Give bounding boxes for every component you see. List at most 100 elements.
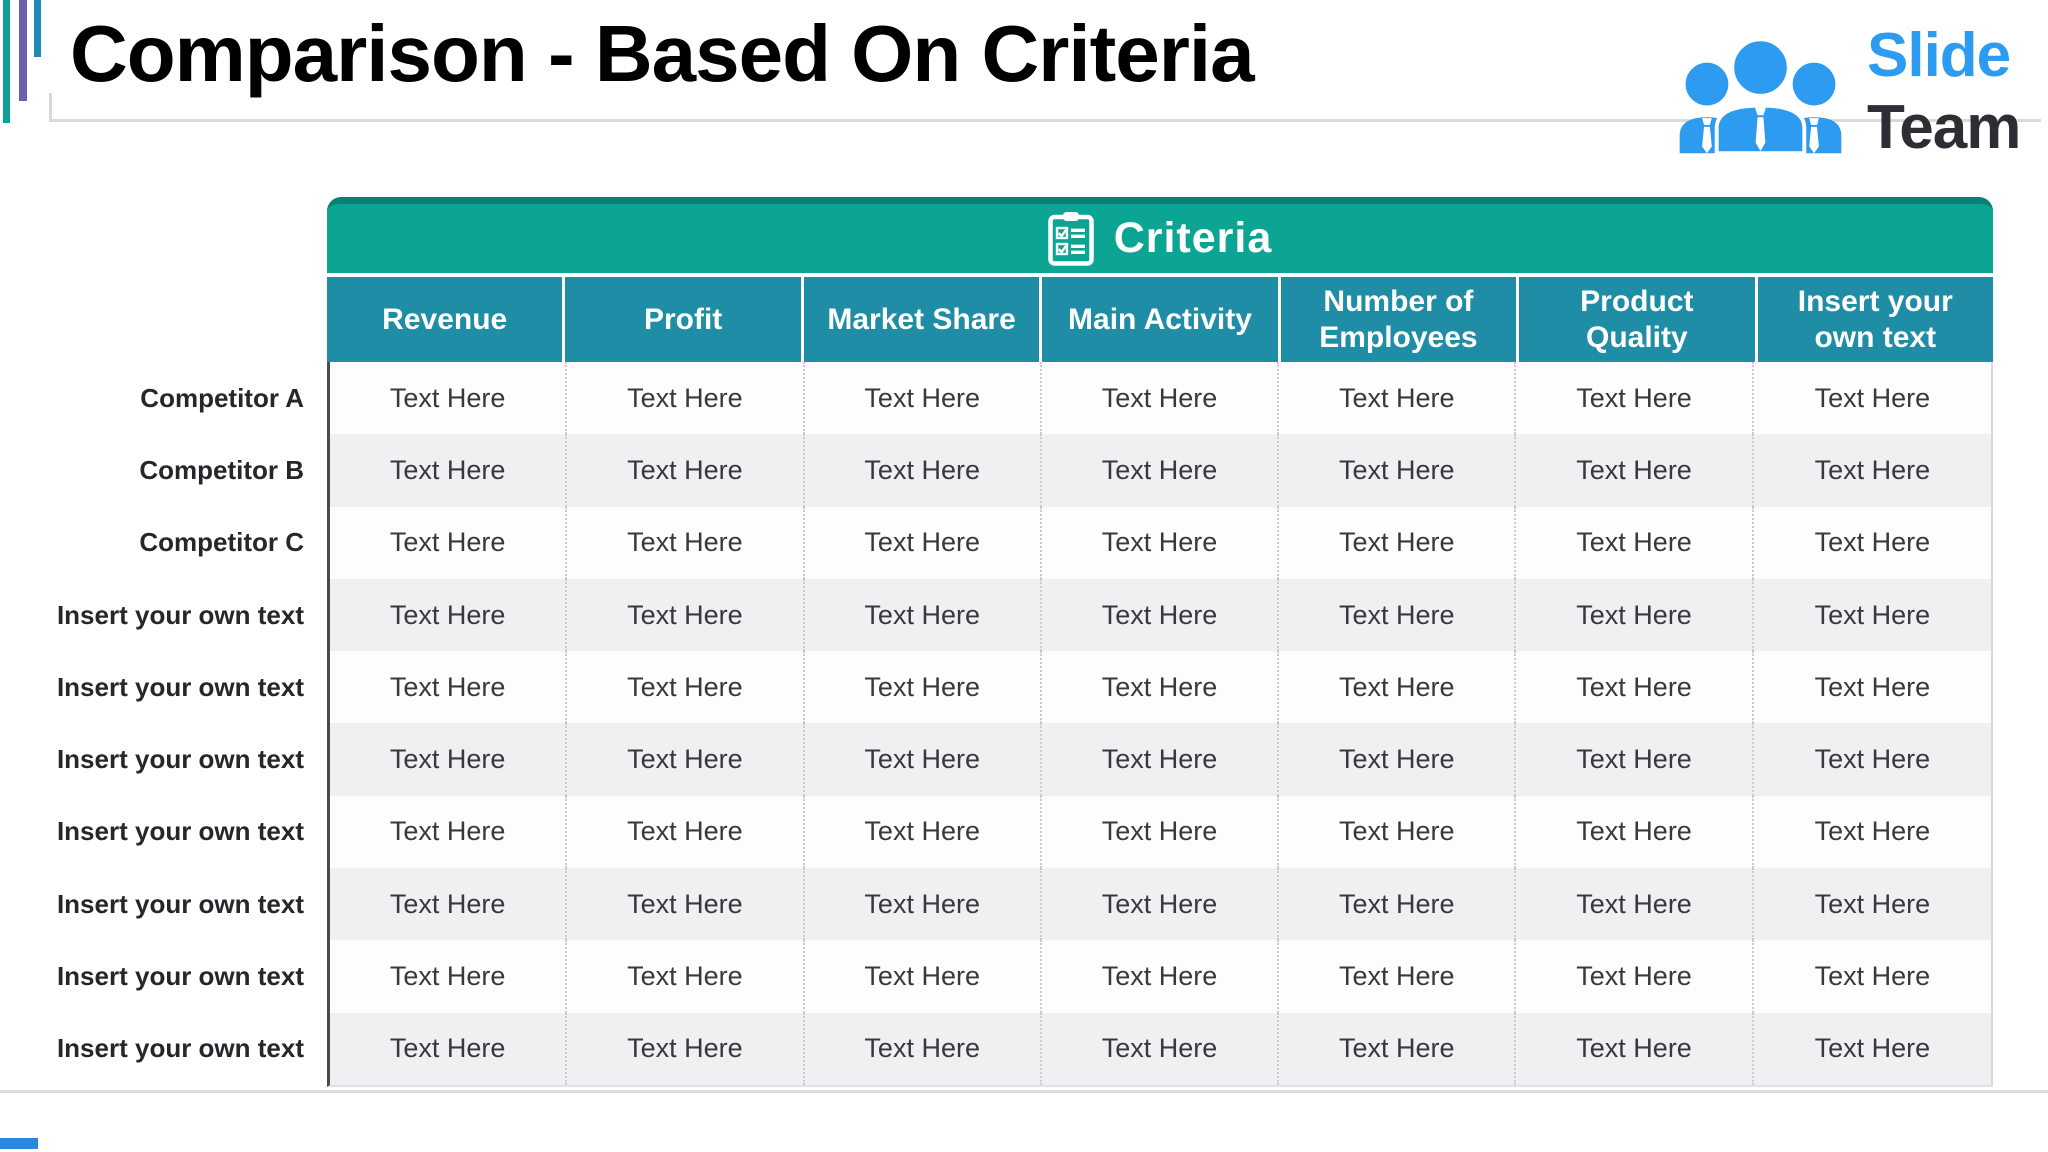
- table-cell: Text Here: [805, 434, 1042, 507]
- table-cell: Text Here: [1279, 940, 1517, 1013]
- table-cell: Text Here: [1516, 795, 1754, 869]
- table-cell: Text Here: [567, 723, 805, 796]
- table-row: Text Here Text Here Text Here Text Here Text…: [330, 362, 1991, 435]
- table-cell: Text Here: [1279, 434, 1517, 507]
- row-label: Insert your own text: [56, 599, 304, 630]
- clipboard-checklist-icon: [1047, 211, 1094, 266]
- table-row: Text Here Text Here Text Here Text Here Text…: [330, 723, 1991, 796]
- table-cell: Text Here: [567, 651, 805, 724]
- table-cell: Text Here: [330, 434, 568, 507]
- table-cell: Text Here: [1279, 578, 1517, 652]
- table-cell: Text Here: [1279, 506, 1517, 579]
- table-cell: Text Here: [1814, 671, 1931, 702]
- table-row: Text Here Text Here Text Here Text Here Text…: [330, 940, 1991, 1013]
- table-cell: Text Here: [805, 651, 1042, 724]
- table-row: Text Here Text Here Text Here Text Here Text…: [330, 506, 1991, 579]
- table-cell: Text Here: [1042, 940, 1280, 1013]
- table-cell: Text Here: [805, 506, 1042, 579]
- table-cell: Text Here: [1042, 651, 1280, 724]
- table-cell: Text Here: [1516, 506, 1754, 579]
- table-cell: Text Here: [330, 578, 568, 652]
- table-cell: Text Here: [805, 868, 1042, 941]
- accent-bar-purple: [19, 0, 27, 101]
- page-title: Comparison - Based On Criteria: [70, 9, 1255, 98]
- table-cell: Text Here: [1042, 506, 1280, 579]
- column-header: Main Activity: [1042, 277, 1278, 362]
- table-body: Text Here Text Here Text Here Text Here Text…: [327, 362, 1993, 1087]
- row-label: Competitor A: [140, 382, 304, 413]
- row-label-column: Competitor A Competitor B Competitor C Inse…: [0, 362, 304, 1085]
- row-label: Insert your own text: [56, 888, 304, 919]
- logo-text: Slide Team: [1867, 20, 2021, 164]
- bottom-left-accent-bar: [0, 1138, 38, 1149]
- logo-text-team: Team: [1867, 93, 2021, 162]
- table-cell: Text Here: [1279, 795, 1517, 869]
- table-header-row: Revenue Profit Market Share Main Activity Nu…: [327, 277, 1993, 362]
- banner-label: Criteria: [1113, 214, 1273, 262]
- criteria-banner: Criteria: [327, 197, 1993, 273]
- table-cell: Text Here: [330, 940, 568, 1013]
- table-cell: Text Here: [567, 1012, 805, 1085]
- column-header: Market Share: [803, 277, 1040, 362]
- table-cell: Text Here: [1814, 599, 1931, 630]
- table-cell: Text Here: [1516, 362, 1754, 435]
- table-cell: Text Here: [330, 1012, 568, 1085]
- table-cell: Text Here: [1279, 362, 1517, 435]
- table-cell: Text Here: [567, 795, 805, 869]
- table-row: Text Here Text Here Text Here Text Here Text…: [330, 1012, 1991, 1085]
- table-cell: Text Here: [1042, 434, 1280, 507]
- table-cell: Text Here: [330, 651, 568, 724]
- table-cell: Text Here: [1814, 454, 1931, 485]
- table-cell: Text Here: [805, 940, 1042, 1013]
- table-cell: Text Here: [1516, 651, 1754, 724]
- table-cell: Text Here: [567, 868, 805, 941]
- logo-text-slide: Slide: [1867, 21, 2011, 90]
- table-cell: Text Here: [1814, 816, 1931, 847]
- table-cell: Text Here: [1814, 1033, 1931, 1064]
- row-label: Insert your own text: [56, 961, 304, 992]
- table-cell: Text Here: [1279, 651, 1517, 724]
- slideteam-logo: Slide Team: [1668, 20, 2021, 164]
- table-cell: Text Here: [567, 434, 805, 507]
- table-cell: Text Here: [1042, 723, 1280, 796]
- table-row: Text Here Text Here Text Here Text Here Text…: [330, 434, 1991, 507]
- row-label: Insert your own text: [56, 744, 304, 775]
- table-cell: Text Here: [1516, 578, 1754, 652]
- table-cell: Text Here: [1516, 868, 1754, 941]
- table-cell: Text Here: [1814, 961, 1931, 992]
- table-cell: Text Here: [1279, 868, 1517, 941]
- table-row: Text Here Text Here Text Here Text Here Text…: [330, 578, 1991, 652]
- table-row: Text Here Text Here Text Here Text Here Text…: [330, 651, 1991, 724]
- table-row: Text Here Text Here Text Here Text Here Text…: [330, 868, 1991, 941]
- row-label: Insert your own text: [56, 816, 304, 847]
- row-label: Insert your own text: [56, 1033, 304, 1064]
- column-header: Number of Employees: [1280, 277, 1517, 362]
- column-header: Insert your own text: [1757, 277, 1993, 362]
- table-cell: Text Here: [805, 723, 1042, 796]
- title-underline-tick: [49, 93, 52, 122]
- row-label: Competitor C: [139, 527, 304, 558]
- table-cell: Text Here: [1516, 940, 1754, 1013]
- table-cell: Text Here: [1042, 1012, 1280, 1085]
- row-label: Insert your own text: [56, 671, 304, 702]
- table-cell: Text Here: [1516, 434, 1754, 507]
- bottom-divider: [0, 1090, 2048, 1093]
- table-cell: Text Here: [1042, 578, 1280, 652]
- table-cell: Text Here: [805, 578, 1042, 652]
- table-cell: Text Here: [1516, 1012, 1754, 1085]
- table-cell: Text Here: [1042, 362, 1280, 435]
- table-cell: Text Here: [805, 795, 1042, 869]
- table-cell: Text Here: [567, 506, 805, 579]
- table-cell: Text Here: [567, 362, 805, 435]
- table-cell: Text Here: [1814, 888, 1931, 919]
- table-cell: Text Here: [330, 506, 568, 579]
- team-people-icon: [1679, 37, 1842, 155]
- table-cell: Text Here: [805, 362, 1042, 435]
- table-cell: Text Here: [330, 362, 568, 435]
- column-header: Profit: [565, 277, 801, 362]
- table-cell: Text Here: [1279, 1012, 1517, 1085]
- row-label: Competitor B: [139, 454, 304, 485]
- table-cell: Text Here: [1279, 723, 1517, 796]
- column-header: Revenue: [327, 277, 563, 362]
